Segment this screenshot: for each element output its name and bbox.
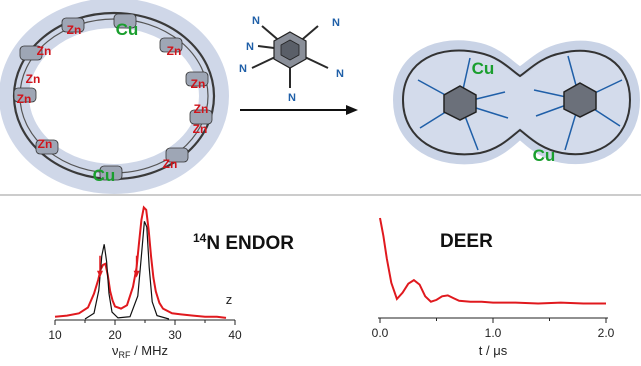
zinc-label: Zn <box>163 157 178 171</box>
porphyrin-unit <box>19 45 43 61</box>
endor-simulated-trace <box>84 221 170 320</box>
zinc-label: Zn <box>191 77 206 91</box>
complex-backbone <box>401 49 632 156</box>
porphyrin-ring: Cu Cu Zn Zn Zn Zn Zn Zn Zn Zn Zn Zn <box>0 0 229 194</box>
endor-title-superscript: 14 <box>193 231 207 245</box>
deer-plot <box>379 217 606 305</box>
porphyrin-unit <box>159 37 183 53</box>
deer-title: DEER <box>440 231 493 252</box>
porphyrin-unit <box>99 165 123 181</box>
porphyrin-unit <box>185 71 209 87</box>
nitrogen-label: N <box>246 41 254 53</box>
endor-marker-arrowhead <box>97 270 103 278</box>
endor-z-label: z <box>226 292 233 307</box>
endor-x-label-rest: / MHz <box>130 343 168 358</box>
porphyrin-unit <box>35 139 59 155</box>
nitrogen-label: N <box>239 63 247 75</box>
zinc-label: Zn <box>26 72 41 86</box>
endor-title-main: N ENDOR <box>206 233 294 254</box>
nitrogen-label: N <box>252 15 260 27</box>
porphyrin-unit <box>189 109 213 125</box>
complex-left-template <box>417 57 509 151</box>
zinc-label: Zn <box>38 137 53 151</box>
deer-tick-label: 0.0 <box>372 326 389 340</box>
porphyrin-unit <box>13 87 37 103</box>
deer-panel: DEER 0.0 1.0 2.0 t / μs <box>372 217 615 358</box>
template-complex: Cu Cu <box>392 40 641 165</box>
complex-right-template <box>533 55 623 151</box>
endor-x-label-base: ν <box>112 343 119 358</box>
copper-label-bottom: Cu <box>93 166 116 185</box>
complex-copper-label-top: Cu <box>472 59 495 78</box>
deer-tick-label: 1.0 <box>485 326 502 340</box>
template-molecule: N N N N N N <box>239 15 344 104</box>
nitrogen-label: N <box>332 17 340 29</box>
endor-x-label: νRF / MHz <box>112 343 168 360</box>
endor-tick-label: 40 <box>228 328 242 342</box>
reaction-arrow <box>240 105 358 115</box>
endor-tick-label: 10 <box>48 328 62 342</box>
endor-plot <box>54 205 227 320</box>
deer-ticks: 0.0 1.0 2.0 <box>372 318 615 340</box>
zinc-label: Zn <box>67 23 82 37</box>
copper-label-top: Cu <box>116 20 139 39</box>
zinc-label: Zn <box>194 102 209 116</box>
porphyrin-unit <box>61 17 85 33</box>
endor-title: 14N ENDOR <box>193 231 294 254</box>
endor-panel: 14N ENDOR 10 20 30 40 z νRF / MHz <box>48 205 294 360</box>
porphyrin-unit <box>113 13 137 29</box>
endor-tick-label: 20 <box>108 328 122 342</box>
endor-marker-arrowhead <box>133 270 140 278</box>
complex-halo <box>392 40 641 165</box>
zinc-label: Zn <box>37 44 52 58</box>
nitrogen-label: N <box>336 68 344 80</box>
endor-ticks: 10 20 30 40 <box>48 320 242 342</box>
zinc-label: Zn <box>193 122 208 136</box>
endor-x-label-sub: RF <box>118 350 130 360</box>
zinc-label: Zn <box>17 92 32 106</box>
deer-tick-label: 2.0 <box>598 326 615 340</box>
template-core-inner <box>280 39 300 61</box>
complex-copper-label-bottom: Cu <box>533 146 556 165</box>
nitrogen-label: N <box>288 92 296 104</box>
zinc-label: Zn <box>167 44 182 58</box>
porphyrin-units <box>13 13 213 181</box>
endor-tick-label: 30 <box>168 328 182 342</box>
deer-trace <box>379 217 606 305</box>
deer-x-label: t / μs <box>479 343 508 358</box>
porphyrin-unit <box>165 147 189 163</box>
